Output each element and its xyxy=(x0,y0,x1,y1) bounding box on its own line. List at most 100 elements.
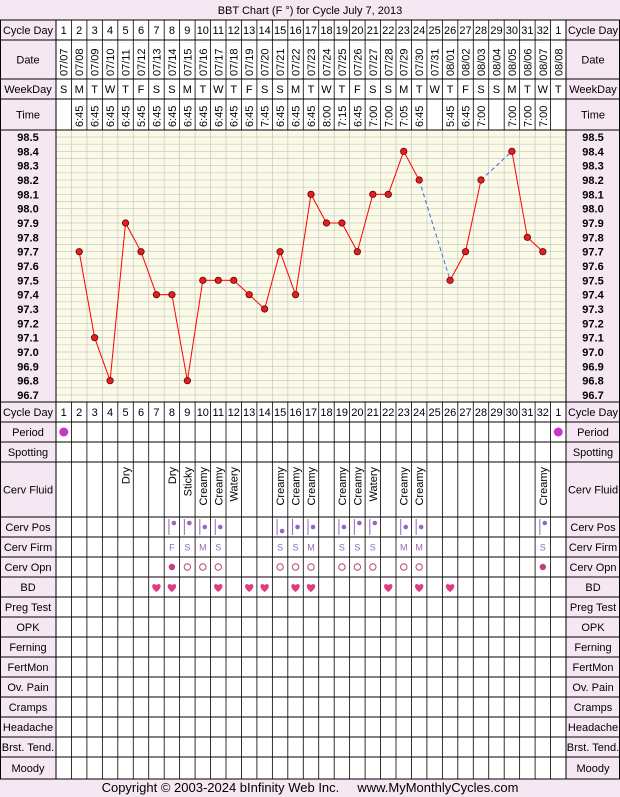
weekday-label: T xyxy=(555,84,562,96)
time-label: 6:45 xyxy=(229,106,241,127)
temp-point xyxy=(539,248,547,256)
row-label-cell xyxy=(0,637,56,657)
weekday-label: S xyxy=(60,84,67,96)
cycle-day-number: 14 xyxy=(259,25,271,37)
date-label: 07/13 xyxy=(151,48,163,76)
time-label: 6:45 xyxy=(121,106,133,127)
date-label: 07/21 xyxy=(275,48,287,76)
row-label-cell xyxy=(566,577,620,597)
cycle-day-number: 3 xyxy=(92,25,98,37)
row-label-cell xyxy=(566,422,620,442)
temp-point xyxy=(508,147,516,155)
weekday-label: W xyxy=(538,84,549,96)
cerv-pos-dot xyxy=(403,524,409,530)
cycle-day-number: 4 xyxy=(107,25,113,37)
y-tick-right: 98.2 xyxy=(582,175,603,187)
date-label: 08/03 xyxy=(476,48,488,76)
time-label: 6:45 xyxy=(167,106,179,127)
y-tick-right: 98.3 xyxy=(582,161,603,173)
temp-line-gap xyxy=(480,150,513,181)
y-tick-left: 98.4 xyxy=(17,146,39,158)
cerv-pos-dot xyxy=(357,520,362,526)
time-label: 6:45 xyxy=(461,106,473,127)
row-label-right: Preg Test xyxy=(570,602,616,614)
cerv-fluid-label: Creamy xyxy=(399,467,411,506)
date-label: 07/14 xyxy=(167,48,179,76)
row-label-cell xyxy=(0,757,56,779)
row-label-cell xyxy=(566,757,620,779)
time-label: 7:00 xyxy=(368,106,380,127)
row-label-cell xyxy=(566,717,620,737)
weekday-label: F xyxy=(462,84,469,96)
row-label-cell xyxy=(0,677,56,697)
cycle-day-number: 4 xyxy=(107,407,113,419)
cerv-pos-dot xyxy=(171,520,177,526)
cerv-pos-dot xyxy=(310,524,316,530)
chart-title: BBT Chart (F °) for Cycle July 7, 2013 xyxy=(218,5,403,17)
row-label-cell xyxy=(0,697,56,717)
time-label: 6:45 xyxy=(306,106,318,127)
row-label-left: Cerv Fluid xyxy=(3,485,53,497)
row-label-left: Brst. Tend. xyxy=(2,742,54,754)
cerv-pos-dot xyxy=(187,520,192,526)
cycle-day-number: 27 xyxy=(459,407,471,419)
y-tick-right: 98.5 xyxy=(582,132,603,144)
row-label-cell xyxy=(0,462,56,517)
cycle-day-number: 2 xyxy=(76,407,82,419)
date-label: 07/25 xyxy=(337,48,349,76)
cerv-firm-label: S xyxy=(540,543,546,553)
cycle-day-number: 13 xyxy=(243,25,255,37)
cerv-opn-open xyxy=(199,563,207,571)
temp-point xyxy=(461,248,470,256)
date-label: 07/23 xyxy=(306,48,318,76)
cerv-pos-dot xyxy=(202,524,208,530)
temp-line-segment xyxy=(94,337,111,381)
temp-point xyxy=(322,219,331,227)
weekday-label: W xyxy=(213,84,224,96)
row-label-left: Time xyxy=(16,110,40,122)
temp-point xyxy=(477,176,485,184)
row-label-left: FertMon xyxy=(8,662,49,674)
cycle-day-number: 20 xyxy=(351,407,363,419)
cycle-day-number: 5 xyxy=(122,25,128,37)
row-label-right: BD xyxy=(585,582,600,594)
row-label-cell xyxy=(0,20,56,40)
row-label-cell xyxy=(0,537,56,557)
y-tick-right: 97.6 xyxy=(582,261,603,273)
temp-line-segment xyxy=(295,194,312,295)
labels-layer: Cycle Day Cycle Day Date Date WeekDay WeekDay… xyxy=(2,25,619,775)
cerv-firm-label: S xyxy=(354,543,360,553)
period-dot xyxy=(553,427,563,437)
y-tick-left: 96.8 xyxy=(17,376,38,388)
y-tick-right: 98.1 xyxy=(582,189,603,201)
y-tick-left: 97.9 xyxy=(17,218,38,230)
y-tick-left: 98.5 xyxy=(17,132,38,144)
cycle-day-number: 8 xyxy=(169,407,175,419)
date-label: 07/27 xyxy=(368,48,380,76)
cerv-firm-label: S xyxy=(293,543,299,553)
cycle-day-number: 1 xyxy=(555,25,561,37)
y-tick-right: 97.1 xyxy=(582,333,603,345)
weekday-label: S xyxy=(261,84,268,96)
y-tick-left: 98.0 xyxy=(17,204,38,216)
date-label: 08/07 xyxy=(538,48,550,76)
row-label-left: Date xyxy=(16,55,39,67)
date-label: 07/10 xyxy=(105,48,117,76)
weekday-label: S xyxy=(385,84,392,96)
y-tick-right: 97.7 xyxy=(582,247,603,259)
row-label-cell xyxy=(566,657,620,677)
y-tick-right: 97.9 xyxy=(582,218,603,230)
temp-point xyxy=(384,190,392,198)
row-label-cell xyxy=(566,737,620,757)
row-label-right: Cramps xyxy=(574,702,613,714)
cerv-opn-open xyxy=(369,563,377,571)
row-label-right: Ferning xyxy=(574,642,611,654)
row-label-cell xyxy=(566,637,620,657)
bd-heart-icon xyxy=(214,584,223,592)
temp-point xyxy=(230,276,238,284)
cycle-day-number: 15 xyxy=(274,25,286,37)
row-label-right: Brst. Tend. xyxy=(567,742,619,754)
temp-point xyxy=(245,291,253,299)
date-label: 07/30 xyxy=(414,48,426,76)
row-label-right: Time xyxy=(581,110,605,122)
